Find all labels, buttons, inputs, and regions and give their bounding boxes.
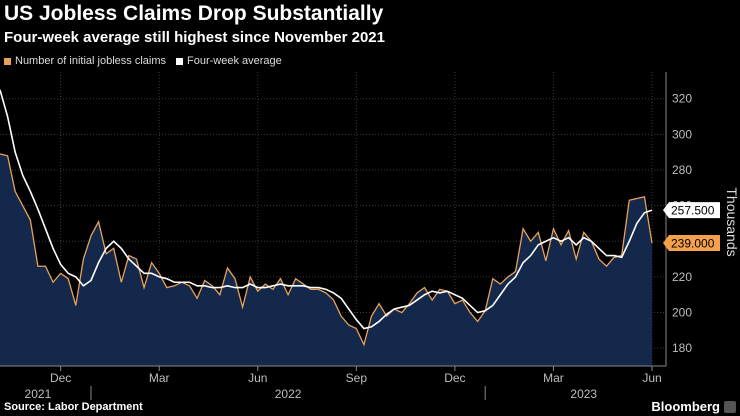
series-group xyxy=(0,89,653,366)
x-year-label-2022: 2022 xyxy=(275,387,302,401)
end-labels: 257.500 239.000 xyxy=(663,202,720,252)
x-year-label-2021: 2021 xyxy=(25,387,52,401)
claims-area xyxy=(0,153,652,366)
chart-title: US Jobless Claims Drop Substantially xyxy=(4,2,384,25)
legend-swatch-average xyxy=(176,57,183,65)
legend-swatch-claims xyxy=(4,57,11,65)
legend-item-claims: Number of initial jobless claims xyxy=(4,55,166,67)
y-tick-label-280: 280 xyxy=(672,163,692,177)
x-tick-label-dec-0: Dec xyxy=(50,371,71,385)
end-label-average-bg xyxy=(663,202,720,219)
legend: Number of initial jobless claims Four-we… xyxy=(4,55,292,67)
y-tick-label-300: 300 xyxy=(672,127,692,141)
bloomberg-mark-icon xyxy=(724,401,736,413)
y-tick-label-320: 320 xyxy=(672,92,692,106)
legend-item-average: Four-week average xyxy=(176,55,282,67)
x-tick-label-dec-4: Dec xyxy=(444,371,465,385)
end-label-claims-group: 239.000 xyxy=(663,235,720,252)
x-tick-label-mar-1: Mar xyxy=(149,371,170,385)
y-tick-label-180: 180 xyxy=(672,341,692,355)
end-label-average-group: 257.500 xyxy=(663,202,720,219)
legend-label-claims: Number of initial jobless claims xyxy=(15,55,166,67)
bloomberg-logo: Bloomberg xyxy=(651,399,720,414)
x-tick-label-mar-5: Mar xyxy=(543,371,564,385)
end-label-average: 257.500 xyxy=(671,204,715,218)
end-label-claims-bg xyxy=(663,235,720,252)
y-tick-label-200: 200 xyxy=(672,306,692,320)
average-line xyxy=(0,89,653,330)
x-tick-label-jun-2: Jun xyxy=(248,371,267,385)
legend-label-average: Four-week average xyxy=(187,55,282,67)
x-tick-label-jun-6: Jun xyxy=(642,371,661,385)
x-year-label-2023: 2023 xyxy=(570,387,597,401)
source-note: Source: Labor Department xyxy=(4,401,143,413)
x-tick-label-sep-3: Sep xyxy=(346,371,368,385)
chart-subtitle: Four-week average still highest since No… xyxy=(4,29,385,46)
y-axis-label: Thousands xyxy=(724,187,740,256)
claims-line xyxy=(0,153,653,347)
end-label-claims: 239.000 xyxy=(671,237,715,251)
y-tick-label-220: 220 xyxy=(672,270,692,284)
